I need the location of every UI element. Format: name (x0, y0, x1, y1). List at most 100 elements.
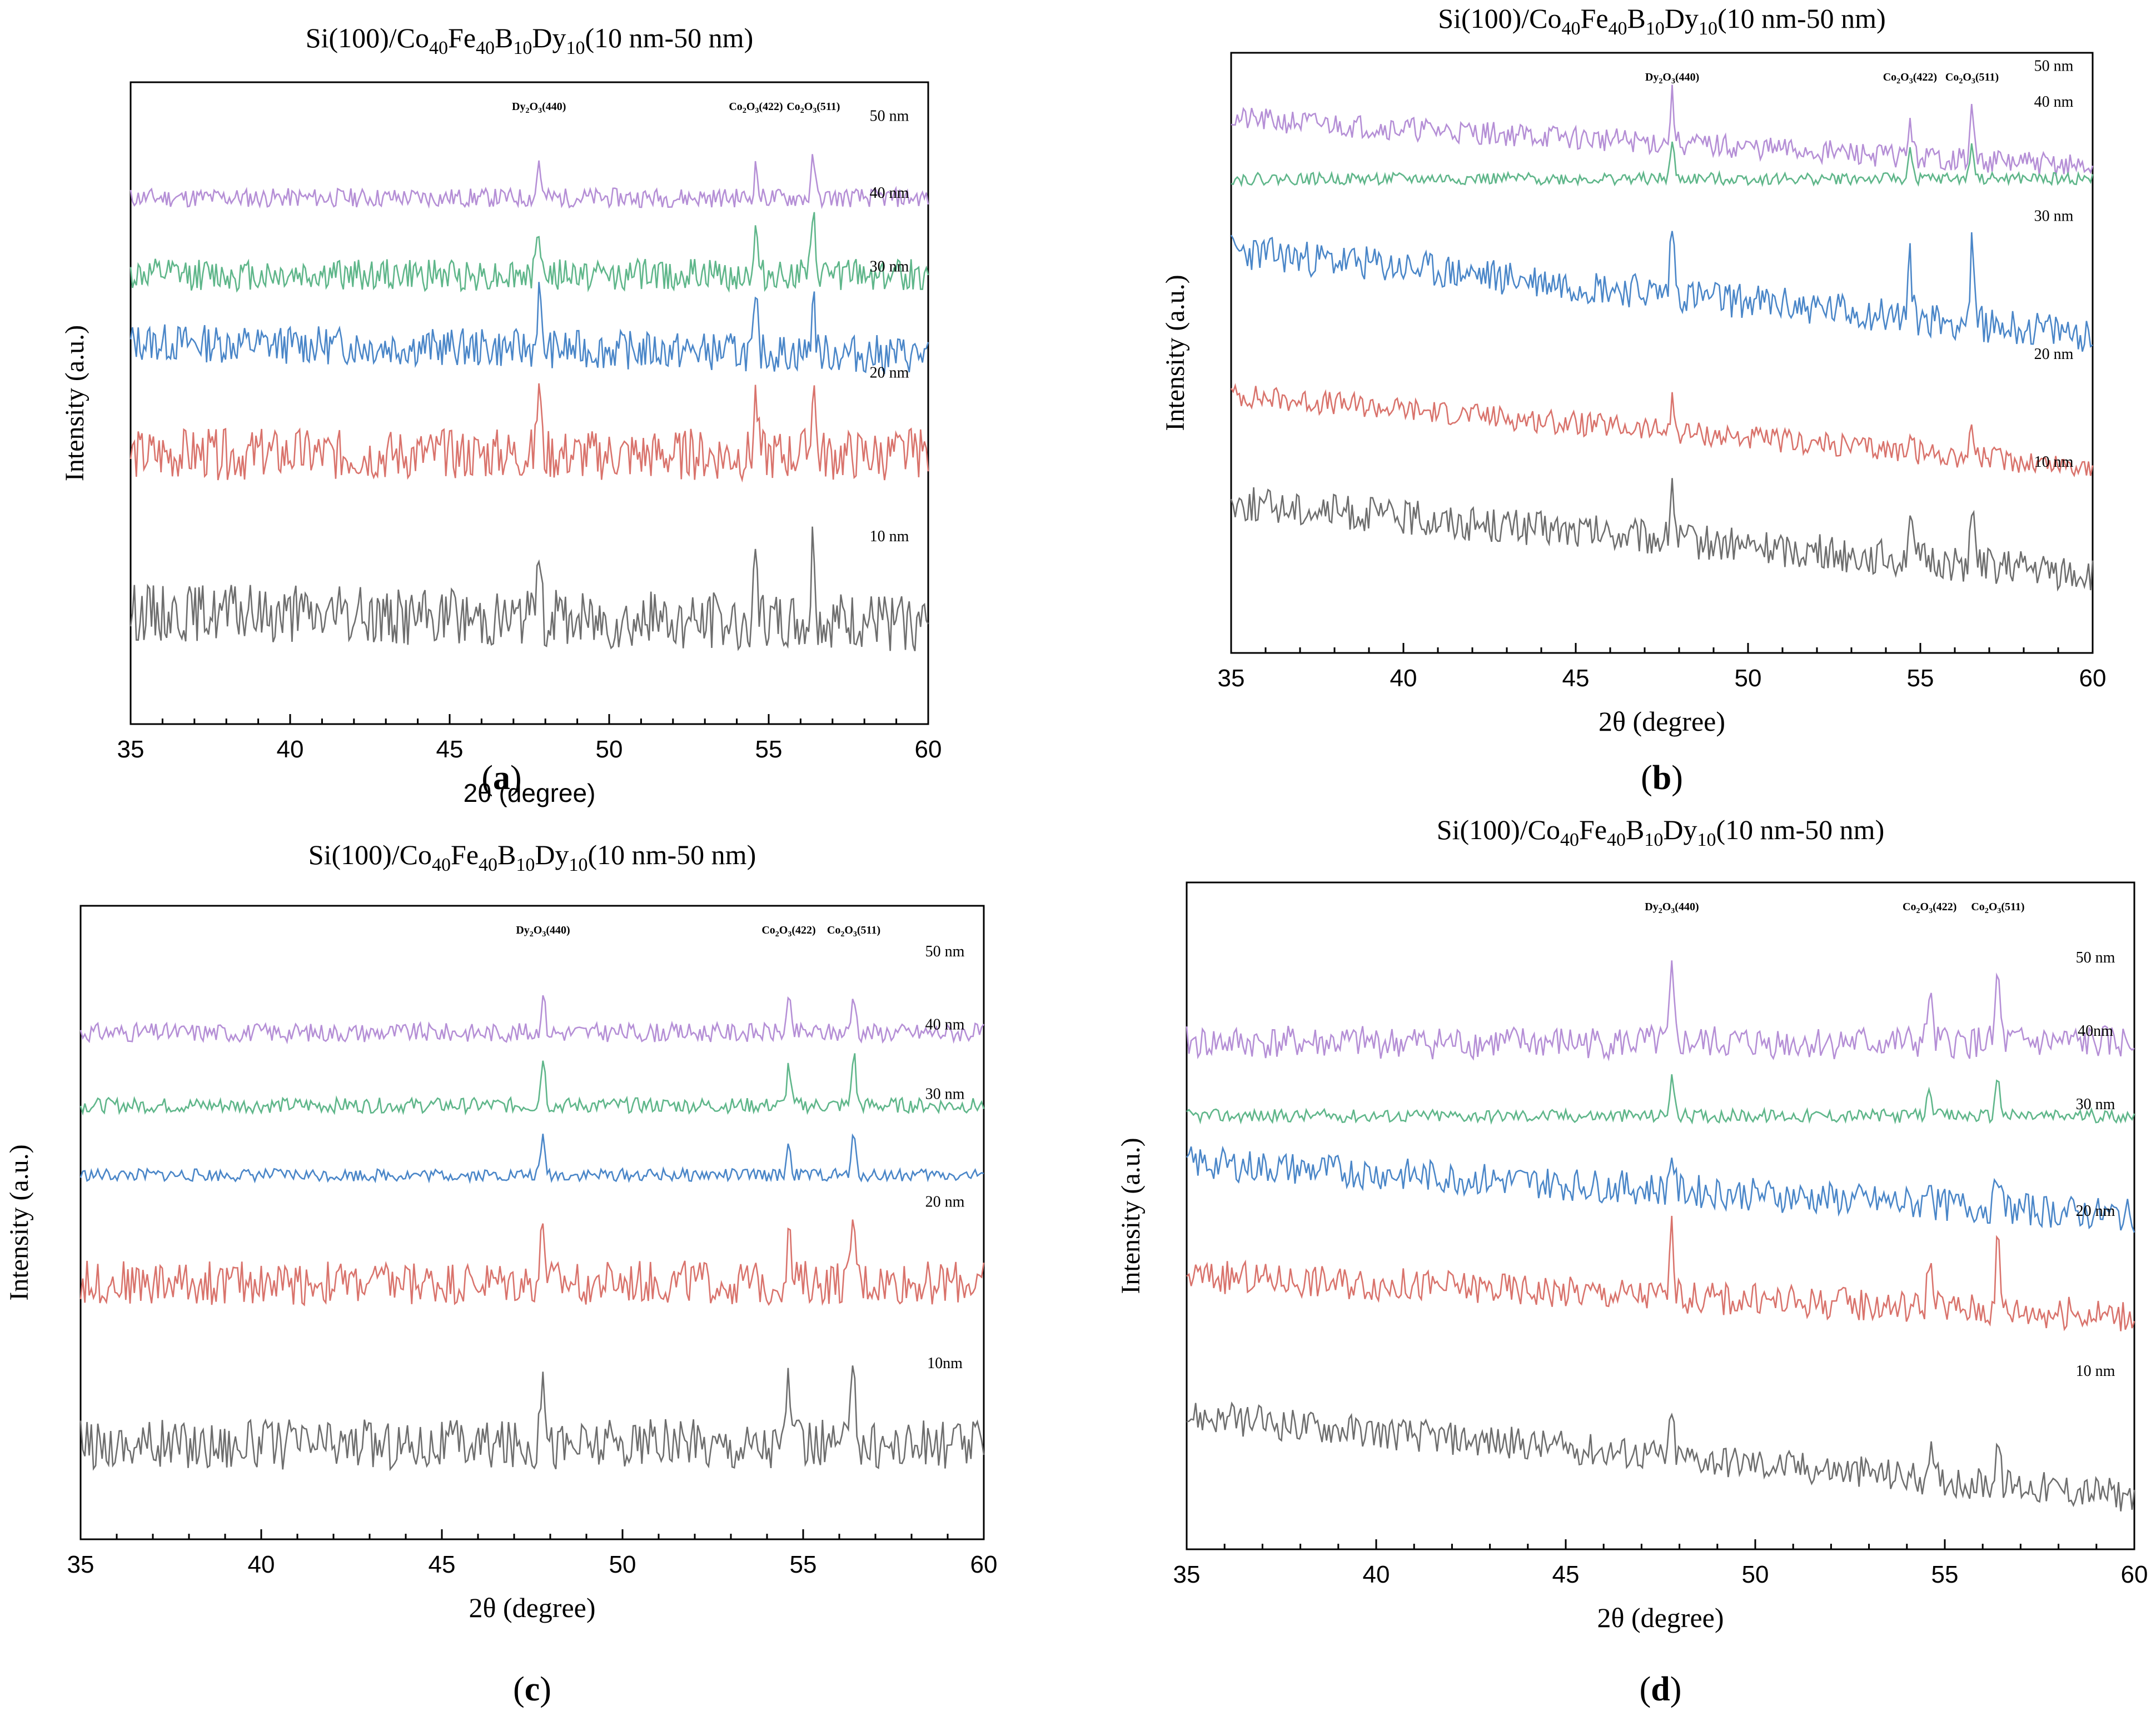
series-line-10nm (1186, 1401, 2135, 1512)
x-tick-label: 55 (790, 1551, 817, 1578)
series-label: 50 nm (925, 943, 965, 960)
peak-label: Co2O3(422) (1883, 71, 1937, 86)
peak-label: Dy2O3(440) (516, 924, 570, 939)
x-tick-label: 55 (1931, 1561, 1959, 1588)
x-tick-label: 55 (1907, 665, 1934, 692)
panel-label: (a) (481, 759, 521, 797)
series-label: 20 nm (870, 364, 909, 381)
x-tick-label: 45 (436, 736, 464, 763)
plot-frame (130, 81, 929, 725)
x-axis-label: 2θ (degree) (469, 1592, 596, 1623)
peak-label: Co2O3(511) (786, 101, 840, 115)
series-line-40nm (1231, 141, 2094, 187)
panel-a: Si(100)/Co40Fe40B10Dy10(10 nm-50 nm) 35 40… (60, 22, 942, 807)
series-line-50nm (79, 995, 985, 1045)
series-line-20nm (1230, 383, 2094, 478)
x-tick-label: 40 (248, 1551, 275, 1578)
x-tick-label: 60 (2121, 1561, 2148, 1588)
x-tick-label: 45 (1552, 1561, 1580, 1588)
series-line-10nm (130, 526, 929, 651)
panel-c: Si(100)/Co40Fe40B10Dy10(10 nm-50 nm) 35 40… (4, 839, 997, 1708)
x-tick-label: 35 (67, 1551, 94, 1578)
x-tick-label: 35 (1173, 1561, 1201, 1588)
peak-label: Co2O3(422) (1903, 901, 1956, 915)
series-label: 20 nm (2034, 346, 2074, 363)
peak-label: Co2O3(511) (1945, 71, 1999, 86)
series-label: 30 nm (2034, 207, 2074, 225)
peak-label: Co2O3(511) (1971, 901, 2024, 915)
series-line-20nm (1186, 1215, 2135, 1331)
y-axis-label: Intensity (a.u.) (60, 325, 89, 481)
x-tick-label: 45 (429, 1551, 456, 1578)
series-label: 10 nm (870, 528, 909, 545)
x-tick-label: 35 (1218, 665, 1245, 692)
x-tick-label: 50 (596, 736, 623, 763)
plot-frame (79, 905, 985, 1540)
x-tick-label: 40 (1390, 665, 1417, 692)
peak-label: Co2O3(511) (827, 924, 880, 939)
peak-label: Co2O3(422) (729, 101, 783, 115)
series-line-50nm (1186, 960, 2135, 1062)
plot-frame (1230, 52, 2094, 654)
series-line-40nm (1186, 1074, 2135, 1125)
series-line-30nm (1230, 231, 2093, 352)
x-tick-label: 40 (277, 736, 304, 763)
series-label: 40 nm (870, 184, 909, 202)
panel-label: (b) (1641, 759, 1683, 797)
series-label: 50 nm (2034, 57, 2074, 74)
series-line-30nm (79, 1133, 984, 1184)
x-axis-label: 2θ (degree) (464, 779, 596, 807)
series-label: 50 nm (870, 107, 909, 124)
panel-label: (d) (1640, 1670, 1682, 1708)
x-tick-label: 40 (1363, 1561, 1390, 1588)
series-label: 10nm (927, 1355, 963, 1372)
series-line-50nm (1231, 84, 2094, 176)
series-line-30nm (1186, 1145, 2135, 1233)
chart-title: Si(100)/Co40Fe40B10Dy10(10 nm-50 nm) (306, 22, 753, 58)
series-label: 30 nm (2076, 1096, 2115, 1113)
series-line-20nm (79, 1219, 985, 1306)
series-label: 50 nm (2076, 949, 2115, 966)
series-line-30nm (130, 282, 929, 375)
series-line-40nm (79, 1053, 985, 1116)
y-axis-label: Intensity (a.u.) (1116, 1138, 1146, 1294)
peak-label: Co2O3(422) (761, 924, 815, 939)
series-label: 40 nm (2034, 93, 2074, 111)
series-label: 10 nm (2034, 453, 2074, 471)
series-line-40nm (130, 212, 929, 293)
chart-title: Si(100)/Co40Fe40B10Dy10(10 nm-50 nm) (1437, 814, 1884, 850)
peak-label: Dy2O3(440) (1645, 901, 1699, 915)
series-label: 20 nm (2076, 1203, 2115, 1220)
series-label: 20 nm (925, 1194, 965, 1211)
x-axis-label: 2θ (degree) (1597, 1602, 1724, 1633)
chart-title: Si(100)/Co40Fe40B10Dy10(10 nm-50 nm) (1438, 3, 1885, 39)
panel-label: (c) (513, 1670, 551, 1708)
panel-d: Si(100)/Co40Fe40B10Dy10(10 nm-50 nm) 35 40… (1116, 814, 2148, 1708)
series-line-20nm (130, 383, 929, 483)
x-tick-label: 50 (609, 1551, 636, 1578)
x-tick-label: 55 (755, 736, 783, 763)
x-tick-label: 35 (117, 736, 145, 763)
series-line-10nm (79, 1365, 985, 1471)
x-tick-label: 50 (1742, 1561, 1769, 1588)
x-tick-label: 60 (915, 736, 942, 763)
x-tick-label: 50 (1735, 665, 1762, 692)
y-axis-label: Intensity (a.u.) (1161, 275, 1190, 431)
series-line-10nm (1230, 478, 2094, 592)
panel-b: Si(100)/Co40Fe40B10Dy10(10 nm-50 nm) 35 40… (1161, 3, 2106, 797)
series-line-50nm (130, 154, 929, 209)
series-label: 40 nm (925, 1016, 965, 1033)
series-label: 30 nm (925, 1086, 965, 1103)
peak-label: Dy2O3(440) (1645, 71, 1699, 86)
x-tick-label: 60 (970, 1551, 998, 1578)
series-label: 40nm (2078, 1022, 2113, 1040)
x-tick-label: 45 (1562, 665, 1590, 692)
x-tick-label: 60 (2079, 665, 2107, 692)
plot-frame (1186, 881, 2135, 1550)
series-label: 10 nm (2076, 1363, 2115, 1380)
chart-title: Si(100)/Co40Fe40B10Dy10(10 nm-50 nm) (308, 839, 756, 875)
x-axis-label: 2θ (degree) (1599, 706, 1725, 737)
peak-label: Dy2O3(440) (512, 101, 566, 115)
series-label: 30 nm (870, 258, 909, 276)
